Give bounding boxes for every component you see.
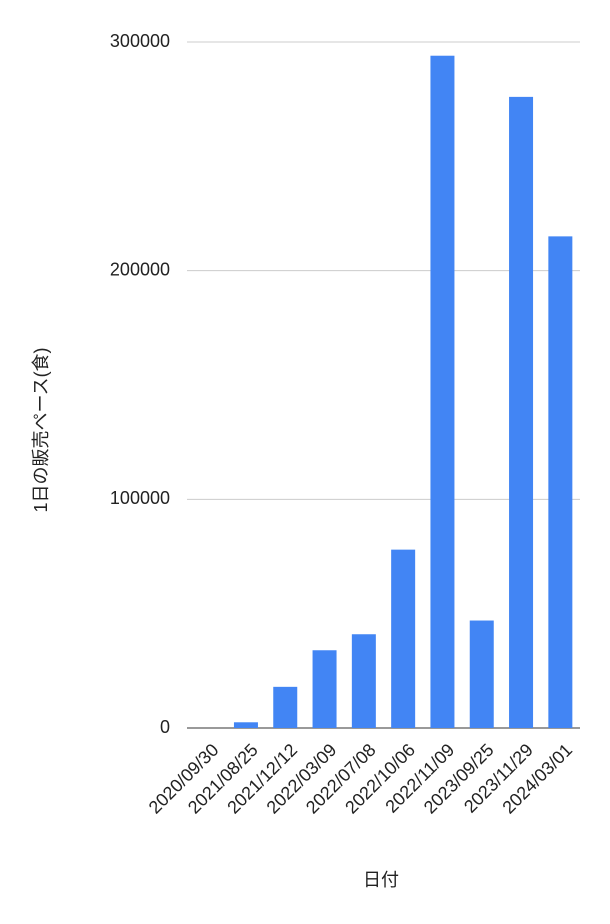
bar (391, 549, 416, 728)
bar (548, 236, 573, 728)
bar (351, 634, 376, 728)
bar (509, 96, 534, 728)
y-tick-label: 200000 (110, 259, 170, 279)
y-tick-label: 0 (160, 717, 170, 737)
bar (233, 722, 258, 728)
y-axis-title: 1日の販売ペース(食) (31, 347, 51, 512)
x-axis-title: 日付 (363, 870, 399, 890)
bar (430, 55, 455, 729)
bar (469, 620, 494, 728)
bar (312, 650, 337, 728)
y-tick-label: 300000 (110, 31, 170, 51)
y-tick-label: 100000 (110, 488, 170, 508)
bar (273, 686, 298, 728)
